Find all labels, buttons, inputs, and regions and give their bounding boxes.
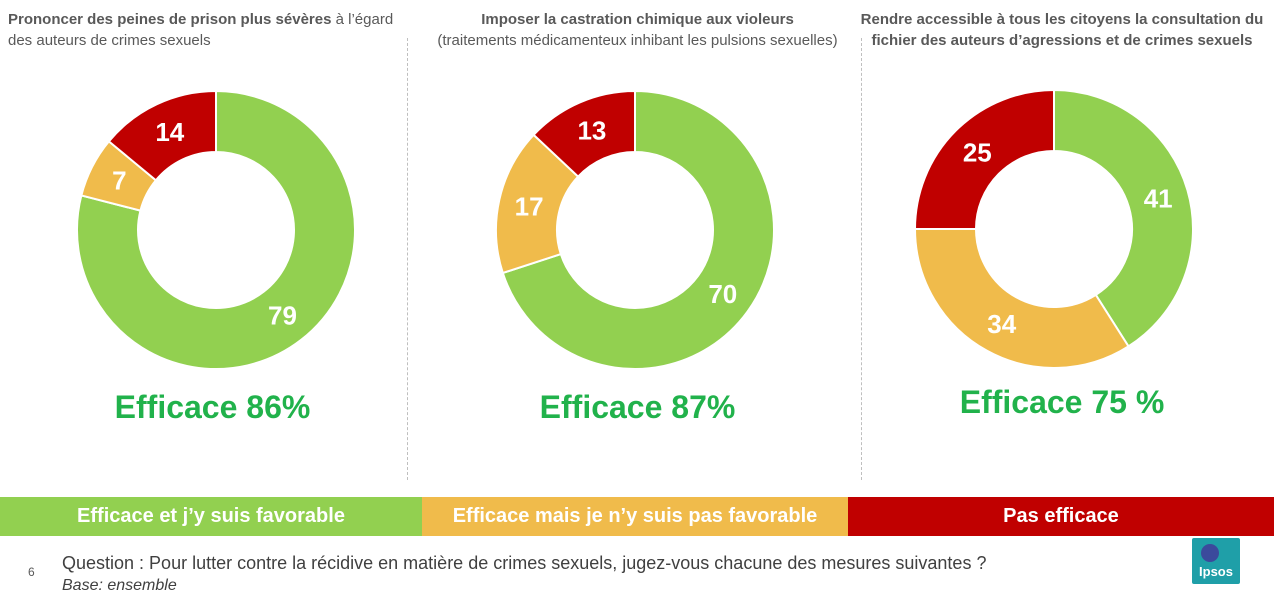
slice-favorable bbox=[76, 89, 356, 370]
chart-panel-fichier: Rendre accessible à tous les citoyens la… bbox=[850, 0, 1274, 490]
chart-panel-prison: Prononcer des peines de prison plus sévè… bbox=[0, 0, 425, 490]
slice-value-label: 79 bbox=[268, 301, 297, 331]
slice-pas-favorable bbox=[913, 228, 1130, 369]
slice-favorable bbox=[1053, 88, 1194, 348]
slice-pas-efficace bbox=[532, 89, 636, 179]
slice-value-label: 41 bbox=[1144, 184, 1173, 214]
legend-item-pas-favorable: Efficace mais je n’y suis pas favorable bbox=[422, 497, 848, 536]
slice-value-label: 17 bbox=[515, 191, 544, 221]
donut-chart: 70 17 13 bbox=[495, 89, 775, 370]
slice-value-label: 34 bbox=[987, 309, 1016, 339]
legend-bar: Efficace et j’y suis favorable Efficace … bbox=[0, 497, 1274, 536]
chart-panel-castration: Imposer la castration chimique aux viole… bbox=[425, 0, 850, 490]
page-number: 6 bbox=[28, 565, 35, 579]
donut-chart: 41 34 25 bbox=[913, 88, 1194, 369]
chart-title-bold: Rendre accessible à tous les citoyens la… bbox=[860, 11, 1264, 49]
slice-value-label: 14 bbox=[155, 117, 184, 147]
efficace-total: Efficace 87% bbox=[539, 389, 736, 425]
slice-value-label: 70 bbox=[708, 279, 737, 309]
chart-title: Rendre accessible à tous les citoyens la… bbox=[850, 9, 1274, 51]
logo-text: Ipsos bbox=[1199, 564, 1233, 579]
chart-title-rest: (traitements médicamenteux inhibant les … bbox=[437, 32, 838, 49]
slice-pas-efficace bbox=[107, 89, 217, 182]
efficace-total: Efficace 86% bbox=[114, 389, 311, 425]
chart-title-rest: à l’égard des auteurs de crimes sexuels bbox=[8, 11, 394, 49]
chart-title: Prononcer des peines de prison plus sévè… bbox=[8, 9, 405, 51]
chart-title-bold: Imposer la castration chimique aux viole… bbox=[481, 11, 794, 28]
ipsos-logo: Ipsos bbox=[1192, 538, 1240, 584]
panel-divider bbox=[407, 38, 408, 480]
slice-value-label: 13 bbox=[577, 115, 606, 145]
chart-title-bold: Prononcer des peines de prison plus sévè… bbox=[8, 11, 332, 28]
chart-title: Imposer la castration chimique aux viole… bbox=[425, 9, 850, 51]
question-text: Question : Pour lutter contre la récidiv… bbox=[62, 553, 987, 573]
slice-pas-efficace bbox=[913, 88, 1055, 230]
slice-value-label: 25 bbox=[963, 137, 992, 167]
donut-chart: 79 7 14 bbox=[76, 89, 356, 370]
base-text: Base: ensemble bbox=[62, 577, 177, 594]
slice-value-label: 7 bbox=[112, 166, 126, 196]
efficace-total: Efficace 75 % bbox=[959, 384, 1165, 420]
slice-favorable bbox=[501, 89, 775, 370]
panel-divider bbox=[861, 38, 862, 480]
legend-item-pas-efficace: Pas efficace bbox=[848, 497, 1274, 536]
legend-item-favorable: Efficace et j’y suis favorable bbox=[0, 497, 422, 536]
